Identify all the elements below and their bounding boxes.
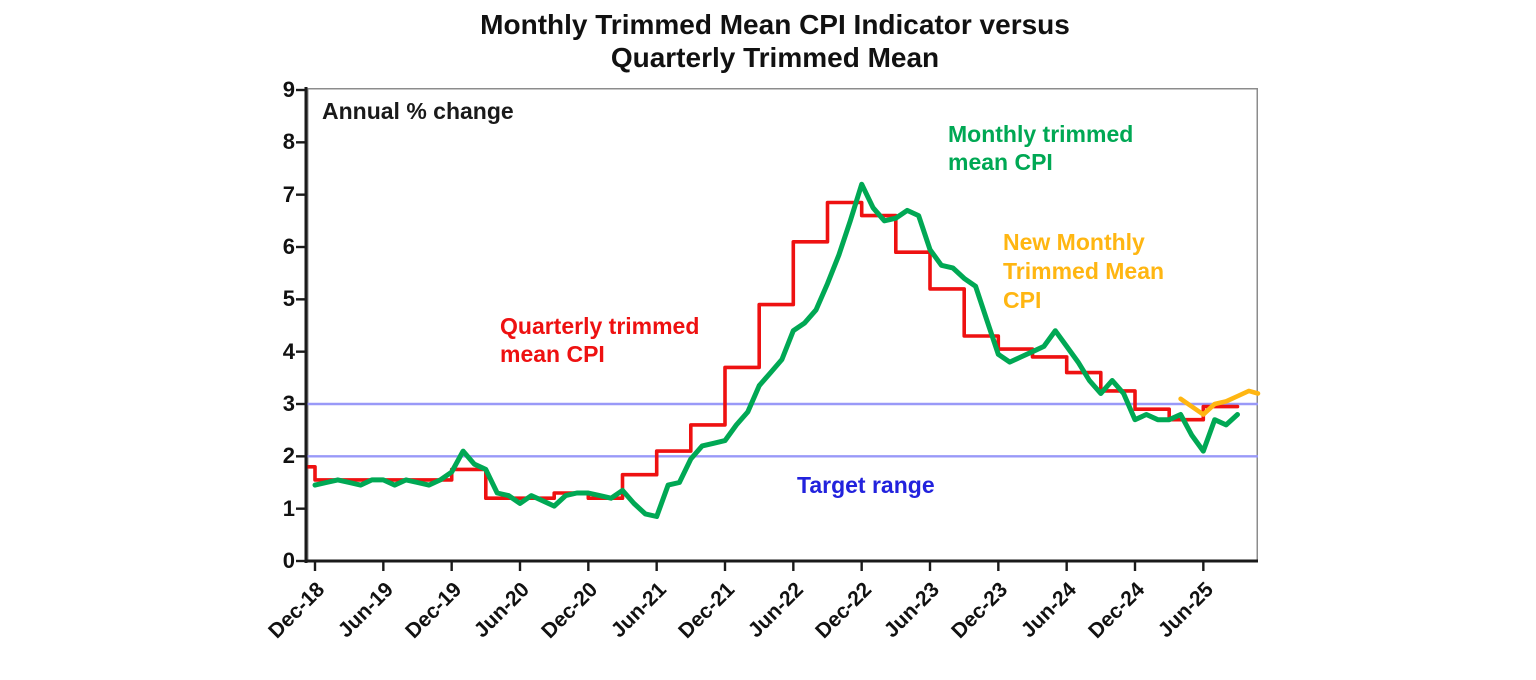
- x-tick-label: Jun-19: [333, 578, 398, 643]
- chart-title: Monthly Trimmed Mean CPI Indicator versu…: [290, 8, 1260, 74]
- series-quarterly-line: [305, 200, 1240, 500]
- target-range-label: Target range: [797, 472, 935, 498]
- legend-quarterly-trimmed-mean: Quarterly trimmed mean CPI: [500, 313, 700, 367]
- series-monthly-line: [312, 181, 1240, 519]
- y-tick-label: 0: [282, 548, 295, 573]
- y-tick-label: 1: [282, 495, 295, 521]
- x-tick-label: Jun-25: [1153, 578, 1218, 643]
- x-tick-label: Dec-21: [674, 578, 740, 643]
- y-tick-label: 7: [282, 181, 295, 207]
- y-tick-label: 3: [282, 391, 295, 416]
- x-tick-label: Dec-24: [1084, 578, 1150, 643]
- x-tick-label: Jun-24: [1016, 578, 1081, 643]
- x-tick-label: Jun-21: [606, 578, 671, 643]
- y-tick-label: 4: [282, 338, 295, 364]
- x-tick-label: Dec-23: [947, 578, 1013, 643]
- y-tick-label: 8: [282, 129, 295, 155]
- legend-monthly-trimmed-mean: Monthly trimmed mean CPI: [948, 121, 1134, 175]
- plot-svg: [296, 87, 1261, 571]
- y-tick-label: 5: [282, 286, 295, 312]
- x-tick-label: Dec-18: [264, 578, 330, 643]
- plot-area: [296, 87, 1261, 571]
- x-tick-label: Dec-20: [537, 578, 603, 643]
- y-tick-label: 9: [282, 77, 295, 102]
- series-new-monthly-line: [1178, 388, 1261, 417]
- x-tick-label: Dec-19: [400, 578, 466, 643]
- axis-units-note: Annual % change: [322, 98, 514, 124]
- x-tick-label: Jun-22: [743, 578, 808, 643]
- chart-title-line2: Quarterly Trimmed Mean: [610, 42, 940, 73]
- x-tick-label: Dec-22: [810, 578, 876, 643]
- y-tick-label: 2: [282, 443, 295, 469]
- x-tick-label: Jun-23: [880, 578, 945, 643]
- chart-title-line1: Monthly Trimmed Mean CPI Indicator versu…: [480, 9, 1070, 40]
- legend-new-monthly-trimmed-mean: New Monthly Trimmed Mean CPI: [1003, 229, 1165, 313]
- x-tick-label: Jun-20: [470, 578, 535, 643]
- y-tick-label: 6: [282, 234, 295, 259]
